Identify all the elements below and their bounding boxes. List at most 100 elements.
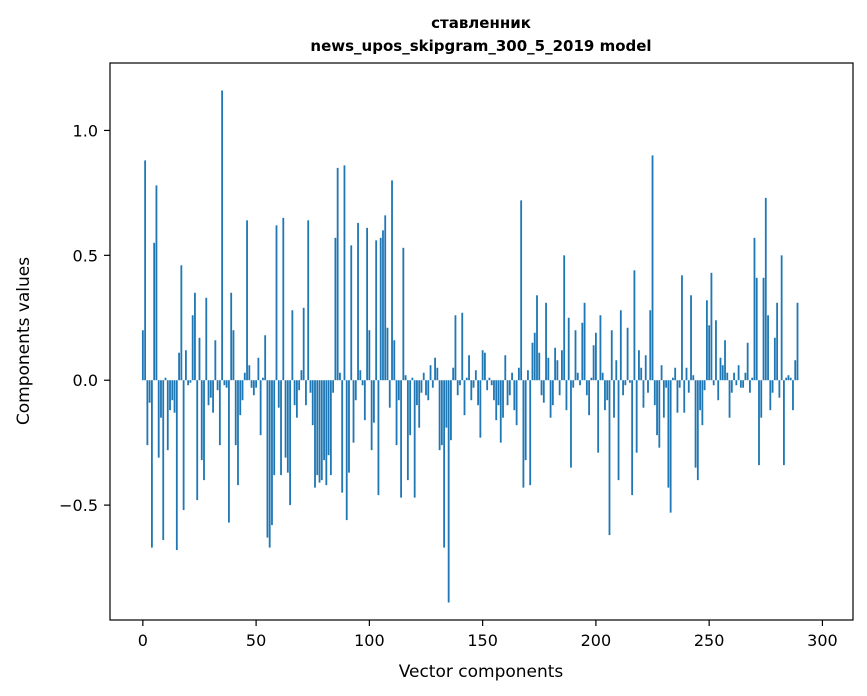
bar bbox=[606, 380, 609, 401]
bar bbox=[314, 380, 316, 488]
bar bbox=[416, 380, 418, 406]
bar bbox=[277, 380, 280, 408]
bar bbox=[427, 380, 430, 401]
bar bbox=[796, 302, 799, 381]
bar bbox=[234, 380, 237, 446]
bar bbox=[733, 372, 735, 381]
bar bbox=[218, 380, 221, 446]
bar bbox=[232, 330, 235, 381]
bar bbox=[372, 380, 375, 423]
bar bbox=[529, 380, 532, 486]
bar bbox=[658, 380, 661, 448]
bar bbox=[420, 380, 423, 393]
bar bbox=[608, 380, 611, 536]
bar bbox=[406, 380, 409, 481]
bar bbox=[352, 380, 355, 443]
bar bbox=[155, 185, 158, 381]
bar bbox=[631, 380, 634, 496]
bar bbox=[712, 380, 715, 386]
bar bbox=[778, 380, 781, 398]
bar bbox=[305, 380, 307, 406]
bar bbox=[474, 370, 477, 381]
bar bbox=[418, 380, 421, 428]
bar bbox=[311, 380, 314, 426]
bar bbox=[445, 380, 448, 428]
bar bbox=[282, 217, 285, 381]
bar bbox=[678, 380, 681, 388]
bar bbox=[690, 295, 692, 381]
bar bbox=[703, 380, 706, 391]
bar bbox=[223, 380, 226, 386]
bar bbox=[393, 340, 396, 381]
bar bbox=[318, 380, 321, 483]
bar bbox=[649, 310, 652, 381]
bar bbox=[739, 380, 742, 388]
bar bbox=[447, 380, 450, 603]
bar bbox=[402, 247, 405, 381]
bar bbox=[633, 270, 636, 381]
bar bbox=[647, 380, 649, 393]
bar bbox=[615, 360, 618, 381]
bar bbox=[626, 327, 629, 381]
bar bbox=[157, 380, 160, 458]
bar bbox=[594, 332, 597, 381]
bar bbox=[538, 352, 541, 381]
bar bbox=[228, 380, 230, 523]
bar bbox=[760, 380, 763, 418]
bar bbox=[508, 380, 511, 396]
bar bbox=[339, 372, 341, 381]
x-tick-label: 50 bbox=[246, 631, 266, 650]
bar bbox=[531, 342, 534, 381]
x-tick-label: 300 bbox=[807, 631, 838, 650]
bar bbox=[207, 380, 210, 406]
bar bbox=[762, 277, 765, 381]
bar bbox=[710, 272, 713, 381]
bar bbox=[307, 220, 310, 381]
bar bbox=[479, 380, 482, 438]
bar bbox=[171, 380, 174, 401]
bar bbox=[468, 355, 470, 381]
bar bbox=[141, 330, 144, 381]
bar bbox=[574, 330, 577, 381]
bar bbox=[561, 350, 563, 381]
bar bbox=[764, 197, 767, 381]
y-tick-label: 1.0 bbox=[73, 121, 98, 140]
bar bbox=[345, 380, 348, 521]
bar bbox=[517, 367, 520, 381]
bar bbox=[742, 380, 745, 388]
bar bbox=[302, 307, 305, 381]
bar bbox=[583, 302, 586, 381]
bar bbox=[438, 380, 441, 451]
bar bbox=[194, 292, 196, 381]
bar bbox=[515, 380, 518, 426]
bar bbox=[452, 367, 455, 381]
bar bbox=[180, 265, 183, 381]
bar bbox=[667, 380, 670, 488]
bar bbox=[513, 380, 516, 411]
plot-frame bbox=[109, 62, 854, 621]
bar bbox=[173, 380, 176, 413]
bar bbox=[391, 180, 393, 381]
bar bbox=[511, 372, 513, 381]
x-tick-label: 0 bbox=[138, 631, 148, 650]
bar bbox=[547, 357, 550, 381]
bar bbox=[724, 340, 726, 381]
bar bbox=[456, 380, 459, 396]
bar bbox=[386, 327, 389, 381]
bar bbox=[792, 380, 794, 411]
bar bbox=[359, 370, 362, 381]
bar bbox=[237, 380, 239, 486]
bar bbox=[465, 377, 468, 381]
bar bbox=[769, 380, 772, 411]
bar bbox=[413, 380, 416, 498]
bar bbox=[182, 380, 185, 511]
bar bbox=[635, 380, 638, 453]
bar bbox=[259, 380, 262, 436]
bar bbox=[477, 380, 480, 406]
bar bbox=[506, 380, 509, 406]
bar bbox=[266, 380, 269, 538]
bar bbox=[377, 380, 380, 496]
y-tick-label: 0.5 bbox=[73, 246, 98, 265]
bar bbox=[705, 300, 708, 381]
